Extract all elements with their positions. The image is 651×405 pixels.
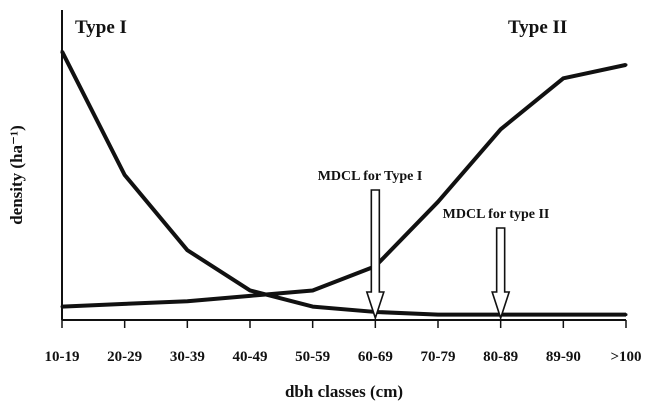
series-label-type-ii: Type II [508, 17, 567, 38]
data-point [311, 305, 315, 309]
labels-layer: dbh classes (cm) density (ha⁻¹) Type I T… [7, 17, 567, 401]
x-tick-label: >100 [610, 349, 641, 365]
data-point [185, 299, 189, 303]
data-point [624, 63, 628, 67]
data-point [123, 302, 127, 306]
x-tick-label: 70-79 [421, 349, 456, 365]
y-axis-title: density (ha⁻¹) [7, 125, 26, 225]
mdcl-arrow [365, 189, 385, 321]
x-tick-label: 60-69 [358, 349, 393, 365]
data-point [60, 49, 64, 53]
series-line-type-ii [61, 62, 627, 309]
series-label-type-i: Type I [75, 17, 127, 38]
data-point [561, 76, 565, 80]
data-point [436, 313, 440, 317]
data-point [248, 288, 252, 292]
series-line-type-i [60, 50, 626, 317]
x-tick-label: 89-90 [546, 349, 581, 365]
annotation-layer: MDCL for Type I MDCL for type II [318, 169, 550, 321]
x-tick-label: 80-89 [483, 349, 518, 365]
data-point [561, 313, 565, 317]
data-point [60, 305, 64, 309]
x-ticks: 10-19 20-29 30-39 40-49 50-59 60-69 70-79 80-89… [45, 320, 642, 365]
data-point [499, 127, 503, 131]
mdcl-label: MDCL for type II [443, 207, 550, 222]
data-point [185, 248, 189, 252]
axes: 10-19 20-29 30-39 40-49 50-59 60-69 70-79 80-89… [45, 10, 642, 365]
mdcl-label: MDCL for Type I [318, 169, 423, 184]
x-tick-label: 10-19 [45, 349, 80, 365]
x-tick-label: 40-49 [233, 349, 268, 365]
data-point [311, 288, 315, 292]
x-tick-label: 30-39 [170, 349, 205, 365]
mdcl-arrow [491, 227, 511, 321]
data-point [624, 313, 628, 317]
x-tick-label: 20-29 [107, 349, 142, 365]
data-point [436, 200, 440, 204]
data-point [123, 173, 127, 177]
data-point [248, 294, 252, 298]
x-axis-title: dbh classes (cm) [285, 382, 403, 401]
x-tick-label: 50-59 [295, 349, 330, 365]
